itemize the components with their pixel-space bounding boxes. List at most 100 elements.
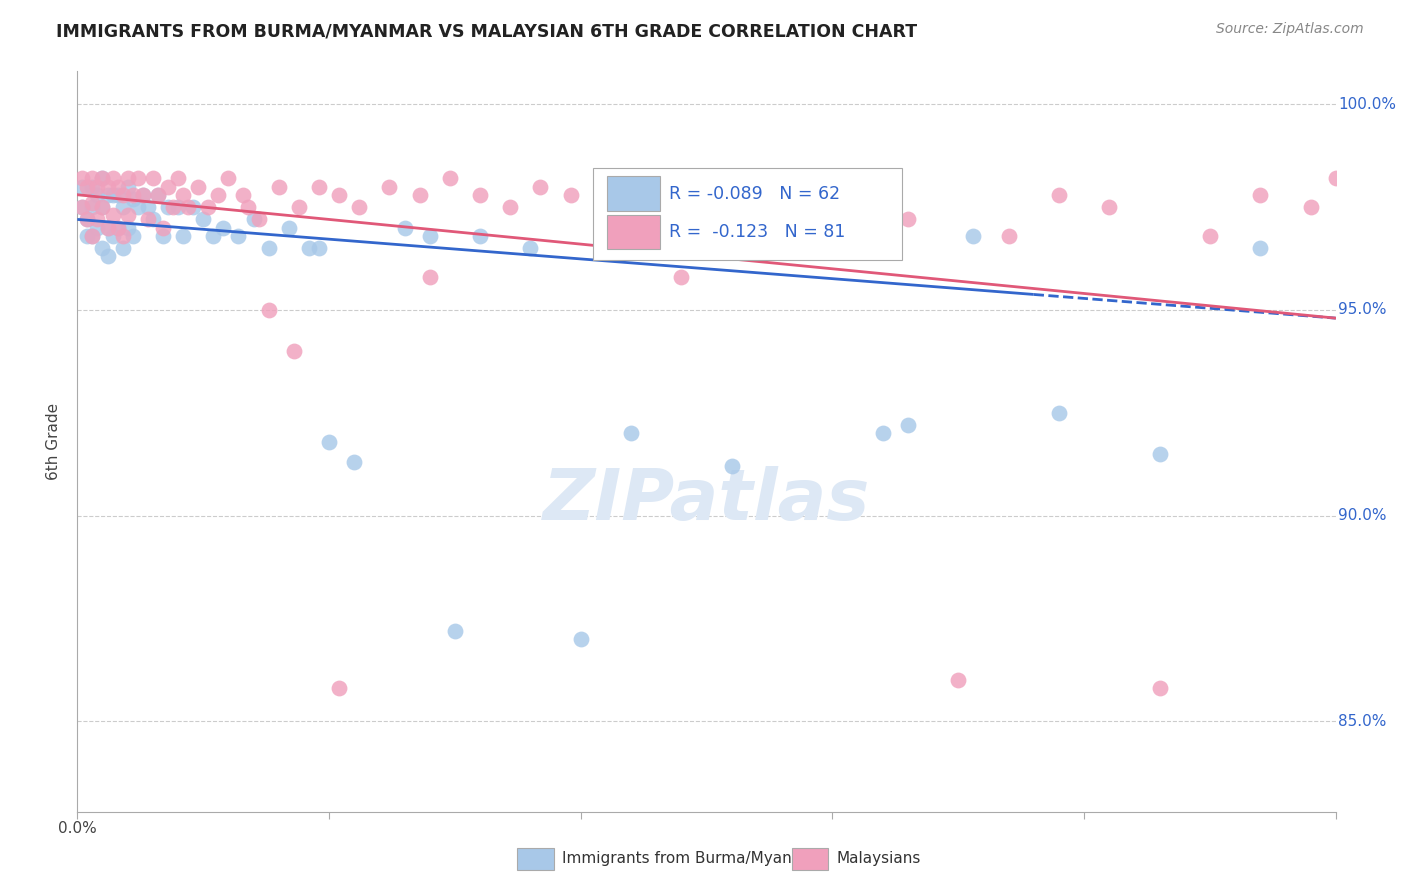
Point (101, 187, 124, 202)
Point (720, 459, 742, 474)
Point (872, 426, 894, 441)
Point (146, 187, 169, 202)
Point (181, 200, 204, 214)
Point (82, 179, 104, 194)
Point (238, 200, 260, 214)
Point (167, 200, 190, 214)
Point (394, 220, 416, 235)
Point (257, 302, 280, 317)
Point (111, 187, 134, 202)
Point (659, 212, 682, 227)
Text: Source: ZipAtlas.com: Source: ZipAtlas.com (1216, 22, 1364, 37)
Point (897, 212, 920, 227)
Text: 90.0%: 90.0% (1339, 508, 1386, 523)
Point (142, 171, 165, 186)
Point (408, 187, 430, 202)
Point (308, 179, 330, 194)
Point (107, 220, 129, 235)
Point (1400, 171, 1406, 186)
Point (146, 187, 169, 202)
Point (1198, 228, 1220, 243)
FancyBboxPatch shape (607, 215, 659, 249)
Point (96, 187, 118, 202)
Point (86, 220, 108, 235)
Point (177, 200, 200, 214)
Point (378, 179, 401, 194)
Point (439, 171, 461, 186)
Point (1324, 171, 1347, 186)
Point (468, 228, 491, 243)
Point (419, 270, 441, 285)
Point (347, 200, 370, 214)
FancyBboxPatch shape (593, 168, 901, 260)
Point (1249, 241, 1271, 255)
Point (111, 228, 134, 243)
Point (499, 200, 522, 214)
Point (172, 228, 194, 243)
Point (228, 228, 250, 243)
Point (419, 228, 441, 243)
Point (519, 241, 541, 255)
Point (96, 179, 118, 194)
Point (91, 171, 114, 186)
Point (76, 212, 98, 227)
Point (156, 179, 179, 194)
Point (96, 249, 118, 263)
Point (191, 212, 215, 227)
Point (76, 228, 98, 243)
Point (1098, 200, 1121, 214)
Point (111, 200, 134, 214)
Point (72, 171, 94, 186)
Point (152, 220, 174, 235)
Point (72, 200, 94, 214)
Point (117, 208, 139, 222)
Point (82, 200, 104, 214)
Point (630, 179, 652, 194)
Point (671, 270, 693, 285)
Text: Malaysians: Malaysians (837, 852, 921, 866)
Text: R =  -0.123   N = 81: R = -0.123 N = 81 (669, 223, 845, 241)
Point (117, 220, 139, 235)
Point (152, 228, 174, 243)
Point (82, 196, 104, 211)
Text: R = -0.089   N = 62: R = -0.089 N = 62 (669, 185, 839, 202)
Point (117, 171, 139, 186)
Point (288, 200, 311, 214)
Point (207, 187, 229, 202)
Point (121, 192, 143, 206)
Point (127, 171, 149, 186)
Point (91, 241, 114, 255)
Point (1385, 187, 1406, 202)
Point (1149, 447, 1171, 461)
Point (696, 187, 718, 202)
FancyBboxPatch shape (607, 177, 659, 211)
Text: 95.0%: 95.0% (1339, 302, 1386, 318)
Point (1375, 171, 1398, 186)
Point (202, 228, 225, 243)
Point (1299, 200, 1322, 214)
Point (1395, 200, 1406, 214)
Text: Immigrants from Burma/Myanmar: Immigrants from Burma/Myanmar (562, 852, 823, 866)
Point (267, 179, 290, 194)
Point (132, 187, 155, 202)
Point (82, 171, 104, 186)
Point (121, 228, 143, 243)
Point (187, 179, 209, 194)
Point (997, 228, 1019, 243)
Point (121, 187, 143, 202)
Point (1047, 406, 1070, 420)
Point (247, 212, 270, 227)
Point (107, 187, 129, 202)
Point (811, 200, 834, 214)
Point (82, 228, 104, 243)
Point (167, 171, 190, 186)
Point (101, 208, 124, 222)
Point (232, 187, 254, 202)
Text: ZIPatlas: ZIPatlas (543, 467, 870, 535)
Point (117, 179, 139, 194)
Point (96, 220, 118, 235)
Point (86, 212, 108, 227)
Point (72, 179, 94, 194)
Point (136, 200, 159, 214)
Text: IMMIGRANTS FROM BURMA/MYANMAR VS MALAYSIAN 6TH GRADE CORRELATION CHART: IMMIGRANTS FROM BURMA/MYANMAR VS MALAYSI… (56, 22, 917, 40)
